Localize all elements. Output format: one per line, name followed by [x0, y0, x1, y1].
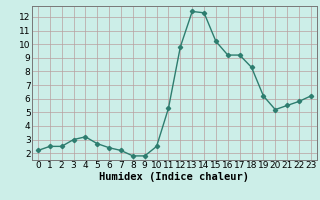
- X-axis label: Humidex (Indice chaleur): Humidex (Indice chaleur): [100, 172, 249, 182]
